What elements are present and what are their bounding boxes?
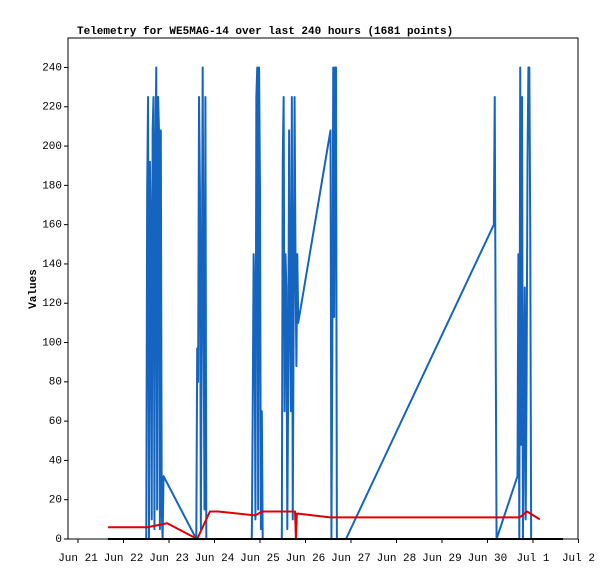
series-line (108, 510, 541, 540)
x-tick-label: Jun 25 (240, 553, 280, 565)
plot-frame (67, 37, 579, 540)
x-tick-label: Jul 2 (562, 553, 595, 565)
x-tick-label: Jun 23 (149, 553, 189, 565)
y-tick-label: 160 (42, 220, 62, 232)
y-tick-label: 220 (42, 102, 62, 114)
x-tick-label: Jun 29 (422, 553, 462, 565)
y-tick-label: 0 (55, 534, 62, 546)
y-tick-label: 180 (42, 180, 62, 192)
y-axis-label: Values (28, 269, 40, 309)
chart-title: Telemetry for WE5MAG-14 over last 240 ho… (77, 26, 453, 38)
y-tick-label: 140 (42, 259, 62, 271)
y-tick-label: 20 (49, 495, 62, 507)
y-tick-label: 200 (42, 141, 62, 153)
x-tick-label: Jun 30 (468, 553, 508, 565)
y-tick-label: 240 (42, 62, 62, 74)
series-line (145, 66, 533, 540)
x-tick-label: Jun 27 (331, 553, 371, 565)
x-tick-label: Jul 1 (516, 553, 549, 565)
y-tick-label: 100 (42, 337, 62, 349)
y-tick-label: 40 (49, 455, 62, 467)
y-tick-label: 80 (49, 377, 62, 389)
x-tick-label: Jun 22 (104, 553, 144, 565)
x-tick-label: Jun 24 (195, 553, 235, 565)
y-tick-label: 60 (49, 416, 62, 428)
x-tick-label: Jun 28 (377, 553, 417, 565)
y-tick-label: 120 (42, 298, 62, 310)
x-tick-label: Jun 26 (286, 553, 326, 565)
x-tick-label: Jun 21 (58, 553, 98, 565)
